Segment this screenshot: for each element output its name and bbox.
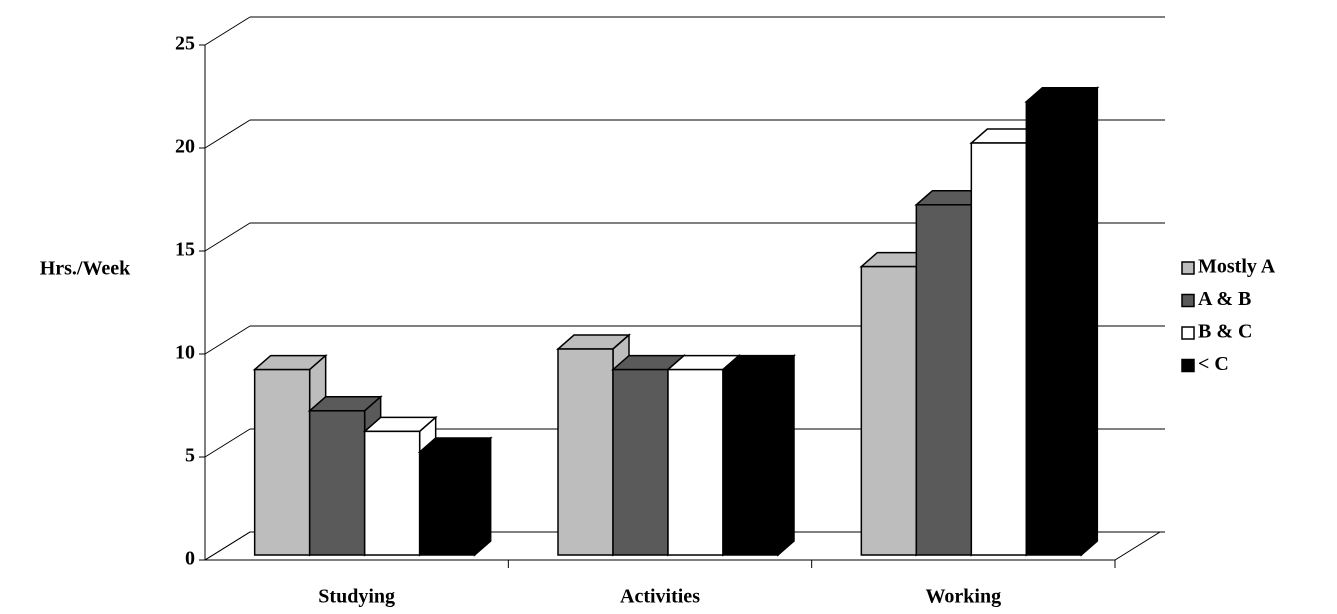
grid-line: [204, 119, 251, 149]
grid-line: [204, 531, 251, 561]
grid-line: [204, 428, 251, 458]
bar-side: [473, 436, 492, 557]
bar-side: [1080, 86, 1099, 557]
bar-front: [722, 368, 779, 556]
legend-swatch: [1181, 358, 1195, 373]
x-tick-label: Activities: [620, 586, 700, 608]
y-tick-label: 25: [175, 33, 195, 55]
legend-swatch: [1181, 293, 1195, 308]
bar-front: [612, 368, 669, 556]
grid-line: [204, 16, 251, 46]
bar-front: [363, 430, 421, 556]
bar-front: [418, 451, 476, 556]
bar-front: [667, 368, 724, 556]
y-tick-label: 0: [185, 548, 195, 570]
bar: [721, 353, 796, 557]
bar-front: [253, 368, 311, 556]
legend-swatch: [1181, 261, 1195, 275]
y-tick-label: 10: [175, 342, 195, 364]
bar: [252, 353, 328, 557]
bar-front: [915, 204, 973, 556]
legend-label: < C: [1198, 353, 1229, 375]
bar-front: [308, 410, 366, 556]
bar-front: [557, 348, 614, 556]
bar: [417, 436, 493, 557]
y-tick-label: 5: [185, 445, 195, 467]
y-tick-label: 15: [175, 239, 195, 261]
bar-front: [860, 265, 918, 556]
bar: [1024, 86, 1100, 557]
grid-line: [204, 222, 251, 252]
bar-side: [777, 353, 795, 557]
legend-swatch: [1181, 326, 1195, 340]
x-tick-label: Studying: [318, 586, 395, 608]
legend-label: B & C: [1198, 321, 1252, 343]
bar-front: [1025, 101, 1083, 556]
legend-label: A & B: [1198, 288, 1251, 310]
grid-line: [204, 325, 251, 355]
x-tick-label: Working: [926, 586, 1002, 608]
legend-label: Mostly A: [1198, 256, 1276, 278]
y-axis-label: Hrs./Week: [40, 258, 131, 280]
bar-front: [970, 142, 1028, 556]
y-tick-label: 20: [175, 136, 195, 158]
